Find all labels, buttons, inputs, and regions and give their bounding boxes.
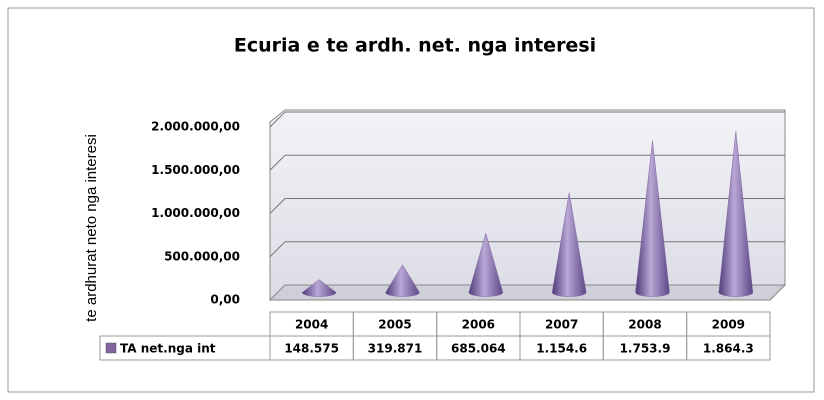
cone (468, 232, 504, 297)
y-tick-label: 1.500.000,00 (151, 163, 240, 177)
cone (635, 140, 670, 297)
category-label: 2009 (712, 318, 745, 332)
cone (718, 131, 754, 297)
category-label: 2007 (545, 318, 578, 332)
plot-walls (268, 109, 787, 301)
category-label: 2006 (462, 318, 495, 332)
category-label: 2004 (295, 318, 328, 332)
y-axis-label: te ardhurat neto nga interesi (83, 134, 100, 322)
y-tick-label: 2.000.000,00 (151, 120, 240, 134)
value-label: 685.064 (451, 342, 506, 356)
value-label: 319.871 (368, 342, 423, 356)
back-wall (269, 109, 786, 301)
legend-swatch (105, 342, 117, 354)
grid-line-side (269, 241, 286, 258)
floor (268, 284, 787, 301)
cone (385, 264, 420, 297)
cone (551, 192, 587, 297)
grid-line-side (269, 111, 286, 128)
chart-title: Ecuria e te ardh. net. nga interesi (234, 35, 596, 57)
grid-line-side (269, 154, 286, 171)
cone (301, 279, 337, 297)
category-label: 2005 (378, 318, 411, 332)
table-cell (686, 335, 771, 361)
y-tick-label: 0,00 (210, 293, 240, 307)
category-label: 2008 (628, 318, 661, 332)
value-label: 1.864.3 (703, 342, 754, 356)
y-tick-label: 1.000.000,00 (151, 206, 240, 220)
legend-label: TA net.nga int (120, 342, 216, 356)
y-tick-label: 500.000,00 (164, 249, 240, 263)
grid-line-side (269, 198, 286, 214)
value-label: 148.575 (284, 342, 339, 356)
value-label: 1.753.9 (620, 342, 671, 356)
value-label: 1.154.6 (536, 342, 587, 356)
